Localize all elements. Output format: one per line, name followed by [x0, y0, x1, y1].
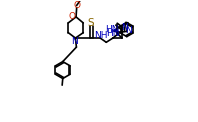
- Text: O: O: [69, 12, 76, 21]
- Text: N: N: [125, 26, 132, 35]
- Text: N: N: [121, 23, 128, 32]
- Text: HN: HN: [105, 25, 118, 34]
- Text: N: N: [71, 37, 78, 46]
- Text: HN: HN: [106, 29, 120, 38]
- Text: S: S: [88, 18, 94, 28]
- Text: O: O: [73, 1, 80, 10]
- Text: NH: NH: [94, 30, 108, 40]
